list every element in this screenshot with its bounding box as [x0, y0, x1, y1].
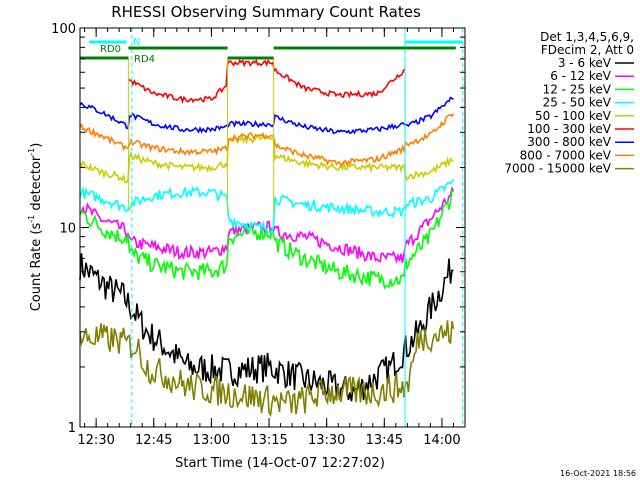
- series-line: [127, 58, 406, 105]
- x-tick-label: 12:45: [135, 433, 172, 448]
- y-axis-label-sup: -1: [27, 215, 36, 223]
- legend-header-line1: Det 1,3,4,5,6,9,: [540, 30, 634, 44]
- legend-entry-label: 100 - 300 keV: [527, 122, 611, 136]
- legend: Det 1,3,4,5,6,9, FDecim 2, Att 0 3 - 6 k…: [504, 30, 634, 176]
- legend-entry-label: 50 - 100 keV: [535, 109, 612, 123]
- series-line: [79, 133, 454, 184]
- rd0-label: RD0: [100, 44, 121, 55]
- legend-entry-label: 800 - 7000 keV: [520, 148, 612, 162]
- legend-entry-label: 12 - 25 keV: [543, 82, 612, 96]
- y-axis-label-part: detector: [29, 155, 44, 215]
- y-axis-label-sup: -1: [27, 148, 36, 156]
- y-tick-label: 10: [59, 222, 76, 237]
- night-label: N: [133, 37, 140, 48]
- axes-layer: 1 10 100 12:30 12:45 13:00 13:15 13:30 13:45 14:0…: [51, 22, 465, 448]
- x-tick-label: 13:00: [193, 433, 230, 448]
- series-line: [79, 253, 454, 402]
- legend-entry-label: 3 - 6 keV: [558, 56, 612, 70]
- series-line: [79, 113, 455, 168]
- series-line: [79, 178, 455, 234]
- x-tick-label: 14:00: [423, 433, 460, 448]
- legend-entry-label: 300 - 800 keV: [527, 135, 611, 149]
- x-tick-label: 12:30: [77, 433, 114, 448]
- series-line: [79, 185, 455, 265]
- legend-entry-label: 25 - 50 keV: [543, 96, 612, 110]
- series-7: [79, 113, 455, 168]
- x-axis-label: Start Time (14-Oct-07 12:27:02): [175, 456, 385, 471]
- x-tick-label: 13:45: [366, 433, 403, 448]
- series-4: [79, 133, 454, 184]
- series-8: [79, 320, 455, 418]
- series-line: [79, 189, 454, 290]
- series-line: [79, 320, 455, 418]
- y-axis-label-part: ): [29, 143, 44, 148]
- series-2: [79, 189, 454, 290]
- series-6: [79, 96, 454, 135]
- series-3: [79, 178, 455, 234]
- x-tick-label: 13:30: [308, 433, 345, 448]
- series-5: [127, 58, 406, 105]
- y-tick-label: 100: [51, 22, 76, 37]
- x-tick-label: 13:15: [250, 433, 287, 448]
- legend-entry-label: 6 - 12 keV: [550, 69, 612, 83]
- chart-title: RHESSI Observing Summary Count Rates: [111, 3, 421, 21]
- series-0: [79, 253, 454, 402]
- y-axis-label-part: Count Rate (s: [29, 223, 44, 312]
- legend-header-line2: FDecim 2, Att 0: [541, 43, 634, 57]
- series-line: [79, 96, 454, 135]
- y-axis-label: Count Rate (s-1 detector-1): [27, 143, 44, 312]
- legend-entry-label: 7000 - 15000 keV: [504, 162, 611, 176]
- rd4-label: RD4: [134, 54, 155, 65]
- timestamp: 16-Oct-2021 18:56: [560, 469, 636, 478]
- y-tick-label: 1: [68, 421, 76, 436]
- series-1: [79, 185, 455, 265]
